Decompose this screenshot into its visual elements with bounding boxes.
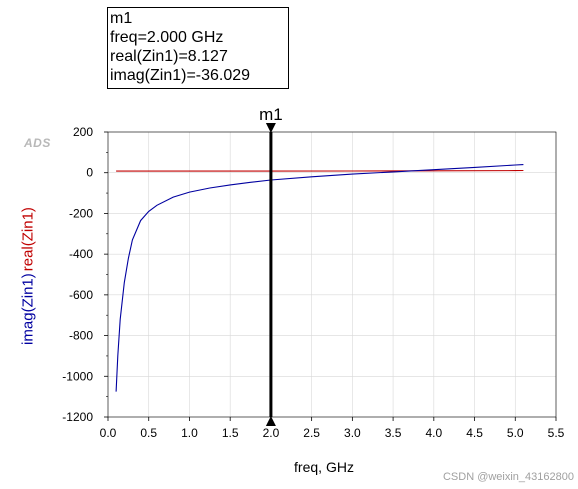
x-tick-label: 4.0 bbox=[425, 426, 442, 440]
series-line-real bbox=[116, 169, 524, 172]
y-tick-label: -600 bbox=[69, 288, 93, 302]
y-tick-label: 200 bbox=[73, 125, 93, 139]
x-tick-label: 4.5 bbox=[466, 426, 483, 440]
x-tick-label: 5.5 bbox=[548, 426, 565, 440]
y-tick-label: -1000 bbox=[62, 369, 93, 383]
marker-name-text: m1 bbox=[110, 10, 133, 27]
x-tick-label: 3.0 bbox=[344, 426, 361, 440]
y-tick-label: -200 bbox=[69, 206, 93, 220]
marker-readout-box: m1 freq=2.000 GHz real(Zin1)=8.127 imag(… bbox=[107, 7, 289, 89]
marker-top-triangle bbox=[265, 123, 276, 133]
y-tick-label: -800 bbox=[69, 329, 93, 343]
x-tick-label: 2.0 bbox=[263, 426, 280, 440]
y-tick-label: -1200 bbox=[62, 410, 93, 424]
watermark-text: CSDN @weixin_43162800 bbox=[442, 471, 574, 483]
x-tick-label: 5.0 bbox=[507, 426, 524, 440]
marker-freq-text: freq=2.000 GHz bbox=[110, 29, 224, 46]
marker-imag-text: imag(Zin1)=-36.029 bbox=[110, 67, 251, 84]
x-tick-label: 1.0 bbox=[181, 426, 198, 440]
marker-label: m1 bbox=[259, 105, 283, 124]
plot-frame bbox=[107, 131, 557, 418]
x-tick-label: 0.0 bbox=[100, 426, 117, 440]
series-line-imag bbox=[115, 164, 524, 392]
y-tick-label: 0 bbox=[86, 166, 93, 180]
marker-bottom-triangle bbox=[265, 416, 276, 426]
ads-logo: ADS bbox=[24, 136, 51, 150]
x-tick-label: 1.5 bbox=[222, 426, 239, 440]
y-tick-label: -400 bbox=[69, 247, 93, 261]
x-axis-label: freq, GHz bbox=[294, 459, 354, 475]
marker-real-text: real(Zin1)=8.127 bbox=[110, 48, 228, 65]
x-tick-label: 2.5 bbox=[303, 426, 320, 440]
x-tick-label: 3.5 bbox=[385, 426, 402, 440]
x-tick-label: 0.5 bbox=[140, 426, 157, 440]
